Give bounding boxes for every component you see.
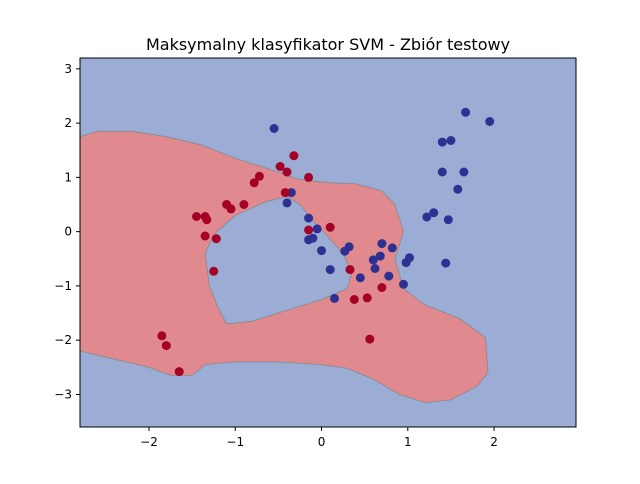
point-class-0	[312, 224, 322, 234]
y-tick-label: −3	[54, 387, 72, 401]
point-class-1	[275, 162, 285, 171]
x-tick-label: 0	[318, 435, 326, 449]
y-axis: −3 −2 −1 0 1 2 3	[54, 62, 80, 401]
point-class-1	[211, 234, 221, 244]
chart-title: Maksymalny klasyfikator SVM - Zbiór test…	[146, 35, 510, 54]
plot-area	[80, 58, 576, 427]
point-class-1	[325, 222, 335, 232]
point-class-1	[349, 295, 359, 304]
point-class-0	[330, 293, 339, 303]
point-class-0	[461, 107, 471, 117]
y-tick-label: 1	[64, 170, 72, 184]
point-class-1	[280, 188, 290, 198]
point-class-0	[375, 251, 385, 261]
point-class-0	[485, 117, 495, 126]
point-class-0	[344, 242, 354, 252]
y-tick-label: 0	[64, 225, 72, 239]
point-class-0	[269, 124, 279, 133]
point-class-1	[239, 200, 249, 209]
point-class-0	[355, 273, 365, 283]
point-class-0	[384, 271, 394, 281]
point-class-1	[377, 283, 387, 292]
point-class-0	[317, 246, 326, 256]
plot-frame	[79, 57, 577, 428]
point-class-0	[443, 215, 453, 225]
point-class-1	[249, 178, 259, 188]
y-tick-label: −1	[54, 279, 72, 293]
y-tick-label: −2	[54, 333, 72, 347]
y-tick-label: 3	[64, 62, 72, 76]
point-class-1	[200, 231, 210, 241]
point-class-1	[192, 212, 201, 221]
point-class-0	[446, 136, 456, 145]
point-class-0	[437, 167, 447, 177]
point-class-1	[174, 367, 184, 377]
point-class-0	[399, 279, 408, 289]
point-class-0	[282, 198, 292, 208]
point-class-0	[368, 255, 378, 265]
point-class-0	[387, 243, 397, 253]
point-class-0	[422, 212, 432, 222]
point-class-0	[405, 253, 414, 263]
x-tick-label: 2	[490, 435, 498, 449]
point-class-0	[325, 265, 335, 275]
x-tick-label: −1	[226, 435, 244, 449]
point-class-1	[289, 151, 299, 161]
point-class-0	[437, 137, 447, 147]
point-class-1	[202, 215, 212, 225]
point-class-1	[362, 293, 372, 303]
point-class-1	[365, 334, 375, 344]
point-class-1	[161, 341, 171, 351]
point-class-1	[304, 225, 314, 235]
x-tick-label: −2	[140, 435, 158, 449]
point-class-0	[429, 208, 439, 218]
point-class-0	[377, 239, 387, 249]
point-class-0	[304, 213, 314, 223]
point-class-1	[282, 167, 292, 177]
point-class-1	[157, 331, 167, 341]
point-class-0	[441, 258, 451, 268]
point-class-1	[345, 265, 355, 275]
point-class-0	[453, 184, 463, 194]
point-class-0	[459, 167, 469, 177]
x-tick-label: 1	[404, 435, 412, 449]
point-class-1	[226, 204, 236, 214]
point-class-1	[254, 171, 264, 181]
y-tick-label: 2	[64, 116, 72, 130]
point-class-0	[370, 264, 380, 273]
x-axis: −2 −1 0 1 2	[140, 427, 498, 449]
point-class-0	[308, 233, 318, 243]
point-class-1	[209, 266, 219, 276]
point-class-1	[304, 172, 314, 182]
